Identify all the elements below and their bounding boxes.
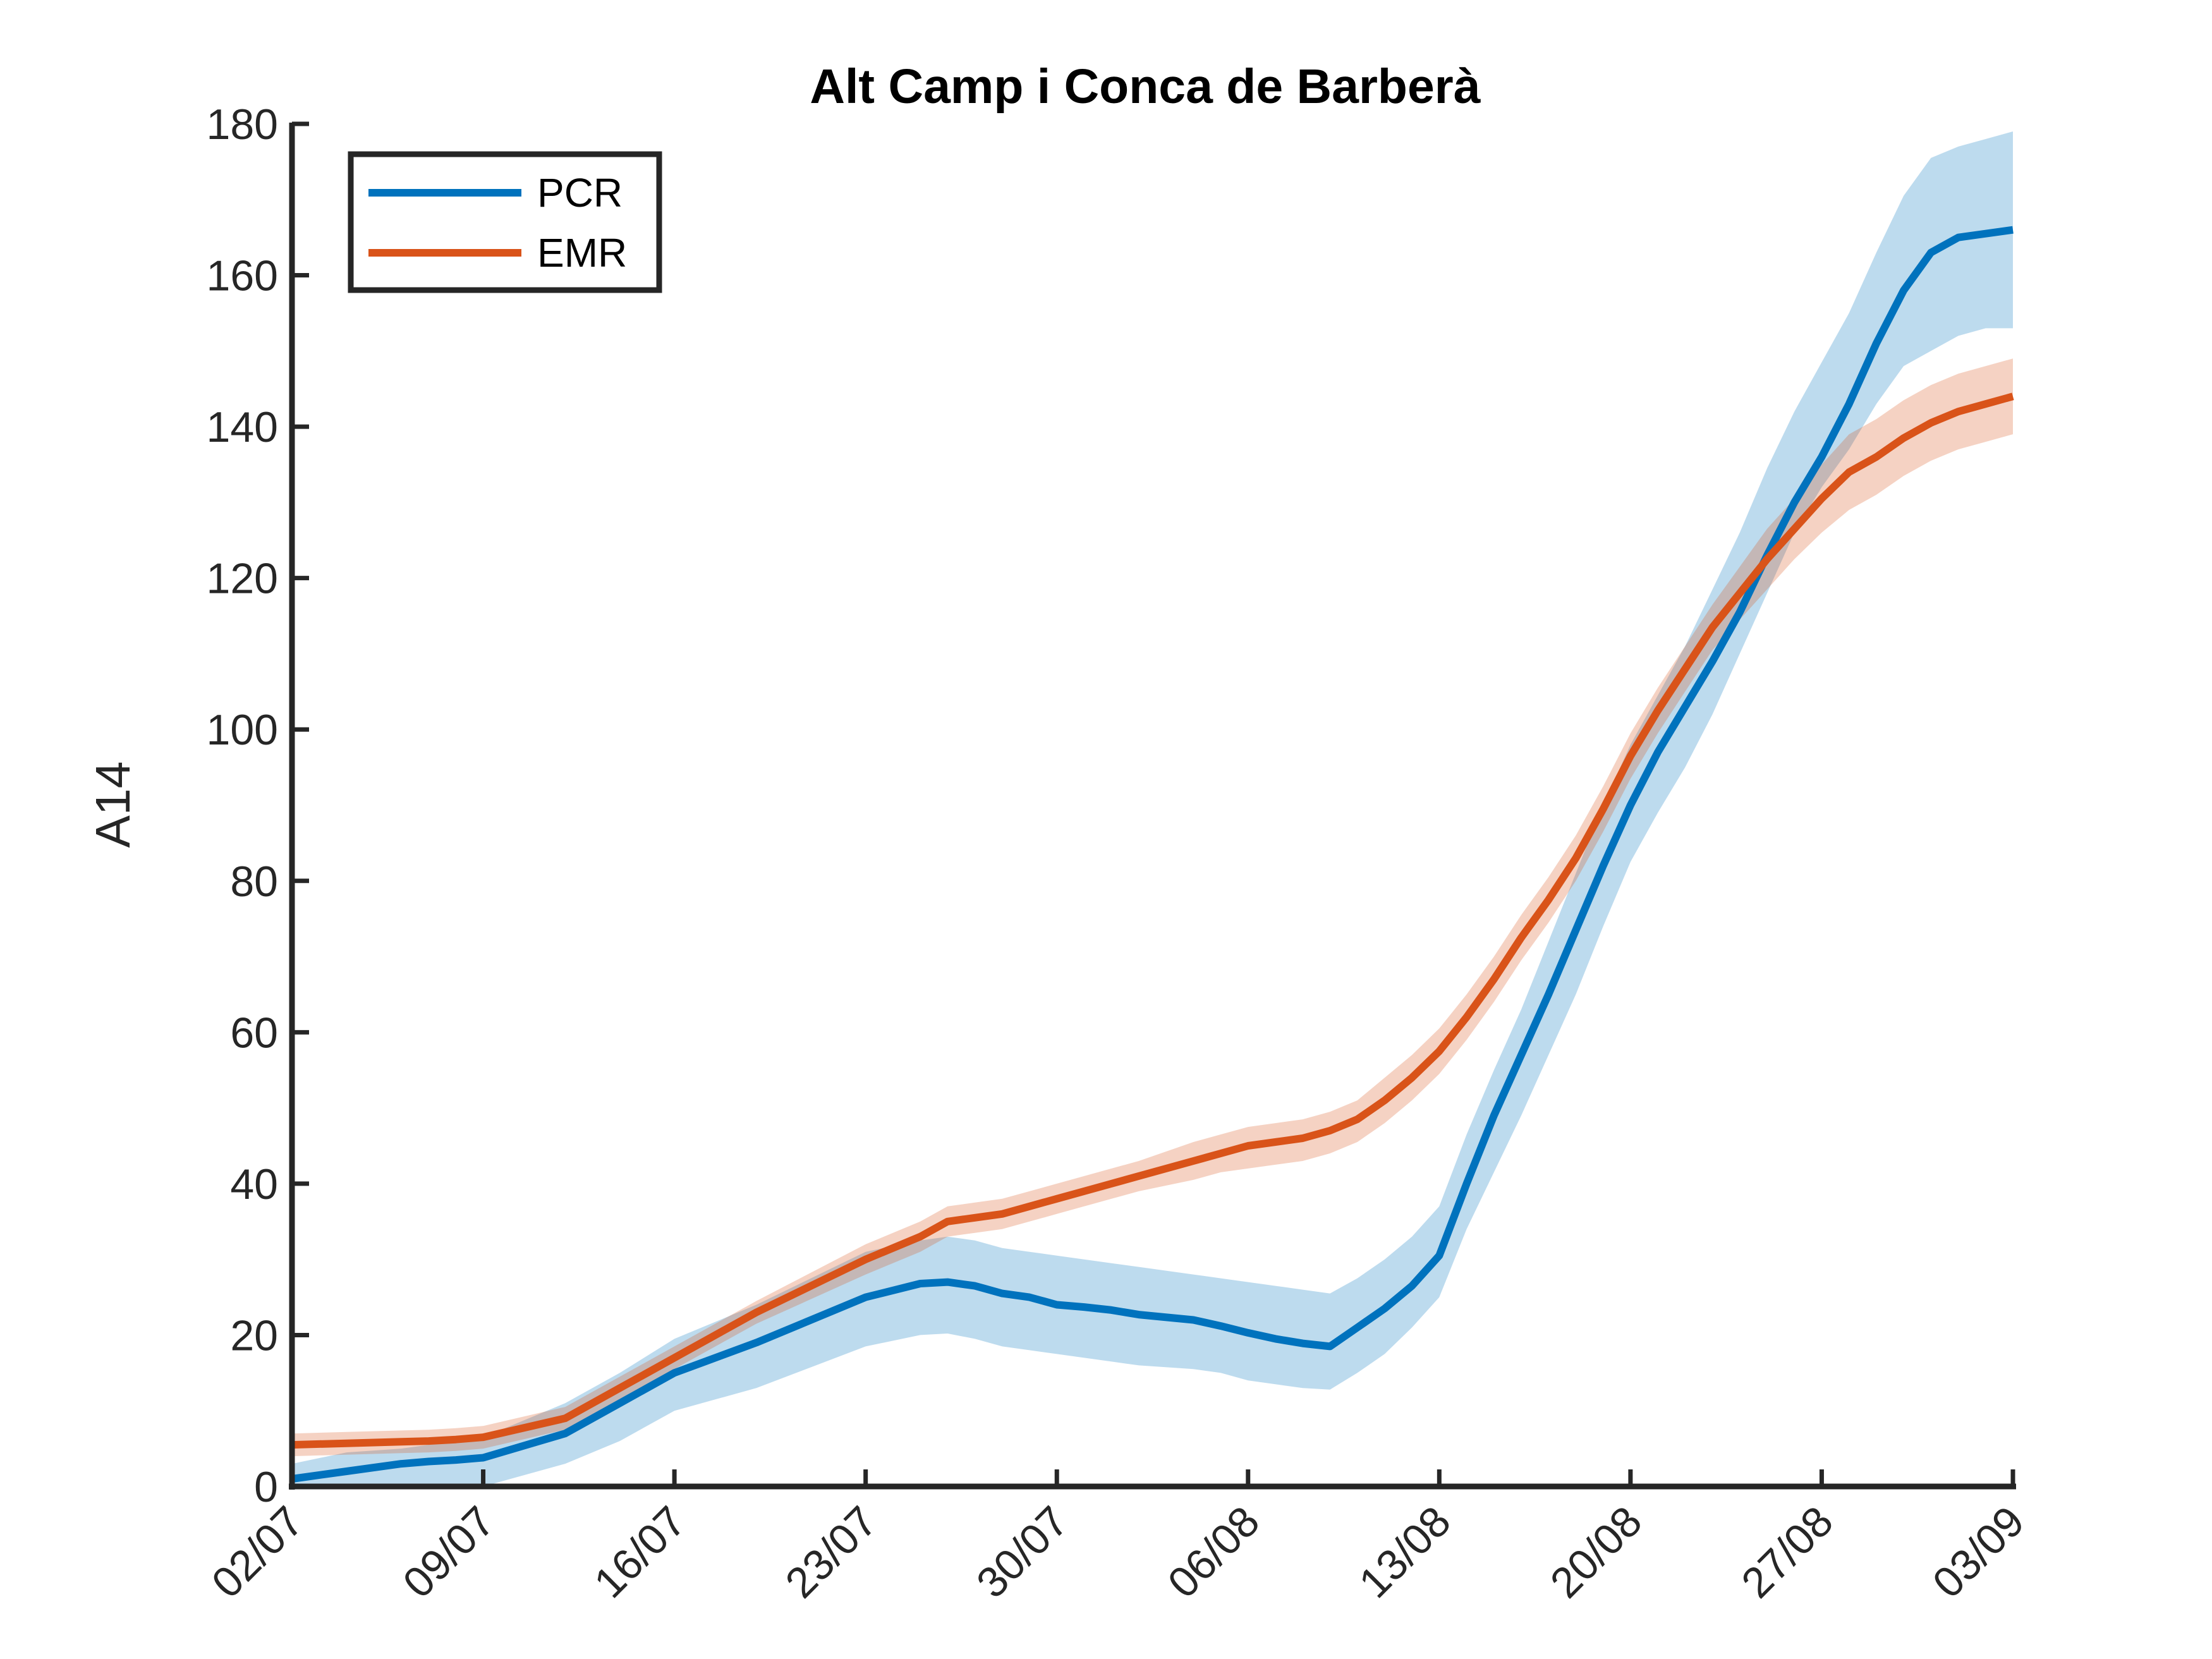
y-tick-label: 160 xyxy=(207,252,278,300)
confidence-bands xyxy=(292,131,2013,1486)
series-lines xyxy=(291,226,2014,1483)
y-axis-label: A14 xyxy=(86,761,140,848)
y-tick-label: 40 xyxy=(230,1160,278,1208)
chart-title: Alt Camp i Conca de Barberà xyxy=(810,59,1481,114)
series-line-emr xyxy=(291,392,2014,1449)
band-emr xyxy=(292,358,2013,1457)
y-tick-label: 80 xyxy=(230,858,278,906)
legend: PCR EMR xyxy=(348,151,662,293)
y-tick-label: 120 xyxy=(207,555,278,603)
y-tick-label: 180 xyxy=(207,100,278,149)
series-line-pcr xyxy=(291,226,2014,1483)
y-tick-label: 0 xyxy=(254,1463,278,1511)
legend-label-pcr: PCR xyxy=(537,170,623,216)
legend-label-emr: EMR xyxy=(537,230,627,276)
y-tick-label: 100 xyxy=(207,706,278,754)
legend-box xyxy=(348,151,662,293)
y-tick-label: 140 xyxy=(207,403,278,451)
y-tick-label: 20 xyxy=(230,1311,278,1359)
y-tick-label: 60 xyxy=(230,1009,278,1057)
